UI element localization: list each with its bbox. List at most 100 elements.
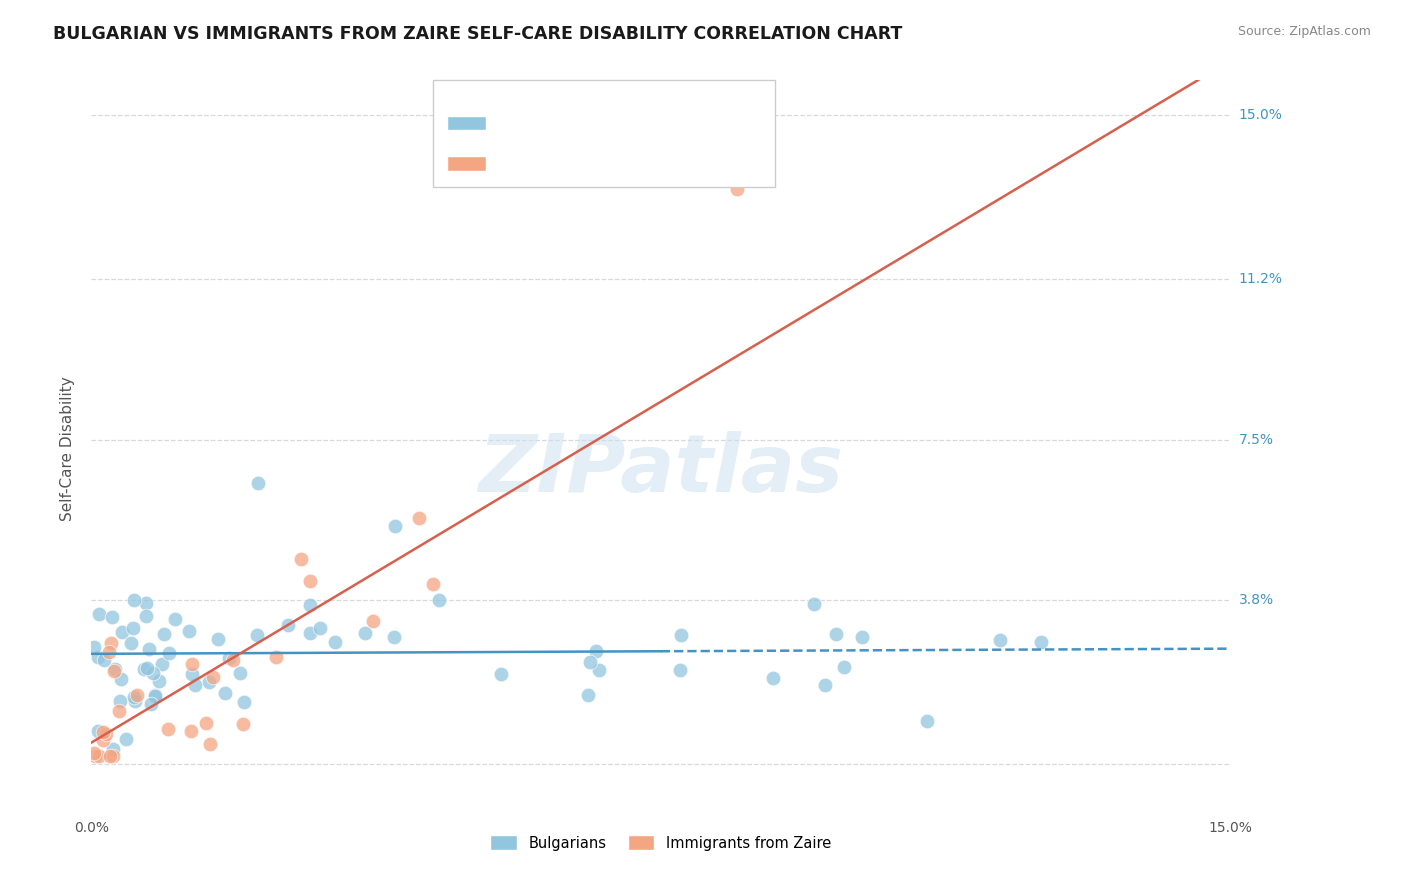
Point (87, 607, 110, 621)
Point (111, 625, 134, 640)
Point (91, 725, 114, 739)
Point (422, 576, 444, 591)
Point (824, 627, 846, 641)
Point (384, 519, 406, 533)
Point (122, 592, 145, 607)
Point (915, 714, 938, 728)
Point (122, 621, 145, 635)
Point (277, 617, 299, 632)
Point (988, 633, 1011, 648)
Legend: Bulgarians, Immigrants from Zaire: Bulgarians, Immigrants from Zaire (485, 830, 837, 856)
Point (83, 640, 105, 655)
Text: 7.5%: 7.5% (1239, 433, 1274, 447)
Point (93, 733, 115, 747)
Point (104, 662, 127, 676)
Point (814, 678, 837, 692)
Point (87, 650, 110, 665)
Point (207, 632, 229, 647)
Point (588, 664, 610, 678)
Point (180, 723, 202, 738)
Point (669, 628, 692, 642)
Point (163, 612, 186, 626)
Point (762, 671, 785, 685)
Point (233, 695, 256, 709)
Point (202, 670, 225, 684)
Point (489, 667, 512, 681)
Point (122, 690, 145, 704)
Point (139, 697, 162, 711)
Point (98, 748, 121, 763)
Point (1031, 634, 1053, 648)
Point (132, 662, 155, 676)
Point (585, 644, 607, 658)
Point (83, 748, 105, 763)
Point (136, 661, 159, 675)
Point (382, 630, 405, 644)
Point (157, 723, 180, 737)
Text: R = 0.041: R = 0.041 (498, 115, 581, 130)
Point (232, 716, 254, 731)
Point (229, 665, 252, 680)
Point (100, 636, 122, 650)
Text: R = 0.781: R = 0.781 (498, 156, 581, 171)
Point (143, 689, 166, 703)
Y-axis label: Self-Care Disability: Self-Care Disability (60, 376, 76, 521)
Point (114, 731, 136, 746)
Point (83, 746, 105, 760)
Point (221, 653, 243, 667)
Point (851, 631, 873, 645)
Point (578, 655, 600, 669)
Point (153, 626, 176, 640)
Point (101, 610, 124, 624)
Point (103, 748, 125, 763)
Point (299, 625, 322, 640)
Point (353, 626, 375, 640)
Point (177, 624, 200, 639)
Point (195, 716, 218, 731)
Point (124, 694, 146, 708)
Point (290, 551, 312, 566)
Point (86, 724, 108, 739)
Point (138, 641, 160, 656)
Point (246, 628, 269, 642)
Point (198, 737, 221, 751)
Point (87, 748, 110, 763)
Point (120, 635, 142, 649)
Point (803, 597, 825, 611)
Point (181, 657, 204, 671)
Point (108, 694, 131, 708)
Text: 15.0%: 15.0% (1239, 108, 1282, 122)
Point (93, 653, 115, 667)
Point (408, 511, 430, 525)
Text: Source: ZipAtlas.com: Source: ZipAtlas.com (1237, 25, 1371, 38)
Point (214, 686, 236, 700)
Point (725, 181, 748, 195)
Point (135, 596, 157, 610)
Point (157, 646, 180, 660)
Text: N = 28: N = 28 (620, 156, 678, 171)
Text: 3.8%: 3.8% (1239, 593, 1274, 607)
Point (299, 574, 322, 589)
Point (103, 742, 125, 756)
Point (427, 592, 450, 607)
Point (181, 667, 204, 681)
Point (135, 608, 157, 623)
Text: ZIPatlas: ZIPatlas (478, 432, 844, 509)
Point (94, 727, 117, 741)
Point (361, 614, 384, 628)
Point (103, 664, 125, 678)
Point (247, 475, 270, 490)
Point (218, 651, 240, 665)
Point (669, 663, 692, 677)
Point (197, 674, 219, 689)
Text: N = 67: N = 67 (620, 115, 678, 130)
Point (97, 645, 120, 659)
Point (832, 660, 855, 674)
Point (264, 650, 287, 665)
Point (148, 674, 170, 689)
Point (184, 678, 207, 692)
Point (576, 688, 599, 702)
Point (107, 704, 129, 718)
Point (142, 666, 165, 681)
Text: 11.2%: 11.2% (1239, 272, 1282, 286)
